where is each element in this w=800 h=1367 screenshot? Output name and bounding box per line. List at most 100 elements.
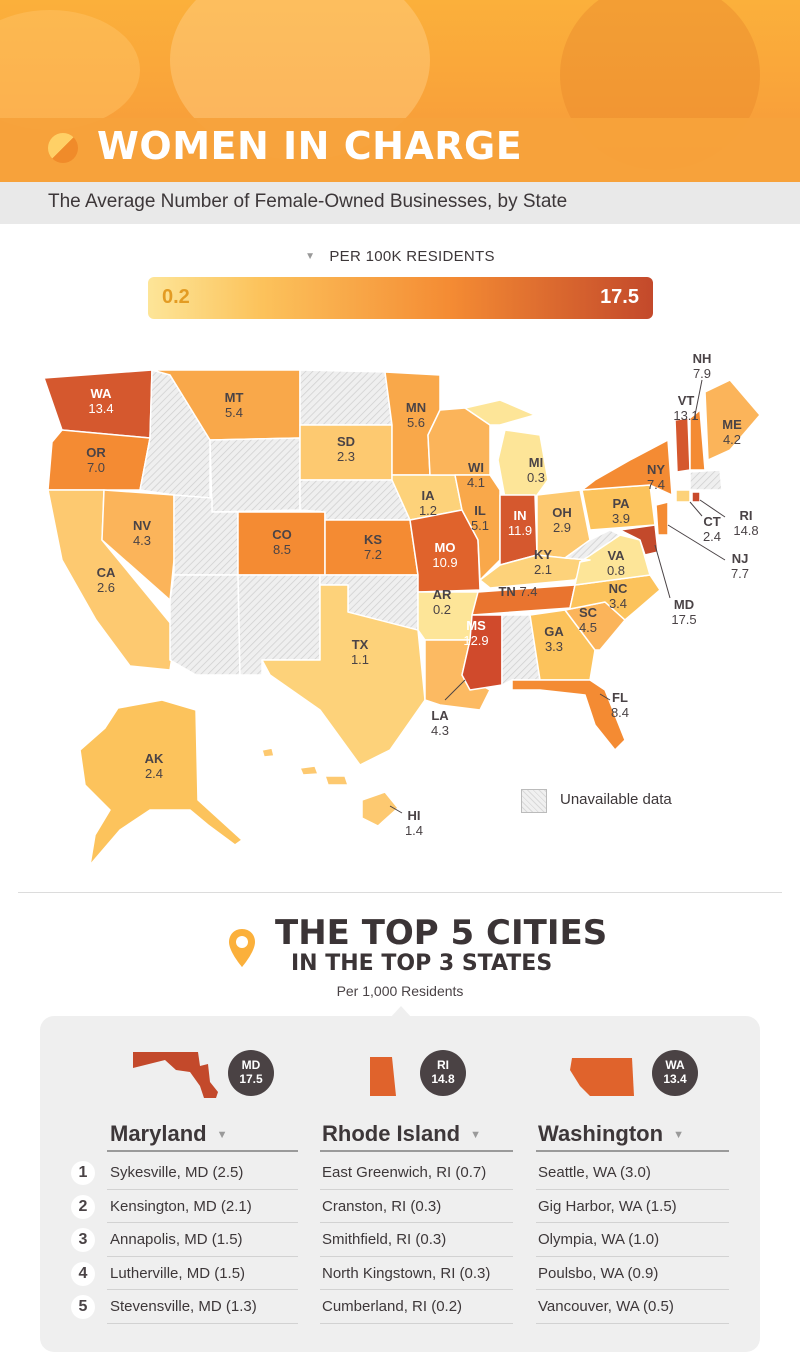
triangle-down-icon: ▼: [305, 251, 316, 262]
row-rule: [536, 1189, 729, 1190]
label-NJ: NJ 7.7: [730, 551, 750, 581]
row-rule: [107, 1256, 298, 1257]
state-FL: [511, 679, 626, 751]
maryland-shape: [133, 1052, 218, 1098]
scale-min: 0.2: [162, 286, 190, 308]
label-VA: VA 0.8: [606, 548, 626, 578]
state-IL: [454, 474, 501, 581]
label-RI: RI 14.8: [733, 508, 759, 538]
label-TX: TX 1.1: [350, 637, 370, 667]
color-scale: 0.2 17.5: [148, 277, 653, 319]
list-item: Kensington, MD (2.1): [110, 1198, 252, 1215]
state-HI: [361, 791, 399, 827]
row-rule: [320, 1189, 513, 1190]
label-SD: SD 2.3: [336, 434, 356, 464]
label-FL: FL 8.4: [610, 690, 630, 720]
row-rule: [320, 1323, 513, 1324]
row-rule: [107, 1323, 298, 1324]
scale-max: 17.5: [600, 286, 639, 308]
rank-badge: 1: [71, 1161, 95, 1185]
state-MI-up: [464, 399, 536, 426]
badge-wa: WA 13.4: [652, 1050, 698, 1096]
section-subtitle: IN THE TOP 3 STATES: [291, 951, 553, 976]
row-rule: [107, 1222, 298, 1223]
row-rule: [536, 1256, 729, 1257]
list-item: East Greenwich, RI (0.7): [322, 1164, 487, 1181]
state-ME: [704, 379, 761, 461]
list-item: Sykesville, MD (2.5): [110, 1164, 244, 1181]
label-CA: CA 2.6: [96, 565, 116, 595]
label-WI: WI 4.1: [466, 460, 486, 490]
list-item: Lutherville, MD (1.5): [110, 1265, 246, 1282]
row-rule: [320, 1222, 513, 1223]
label-MI: MI 0.3: [526, 455, 546, 485]
unavailable-label: Unavailable data: [560, 791, 672, 808]
label-NH: NH 7.9: [692, 351, 712, 381]
section-title: THE TOP 5 CITIES: [275, 913, 608, 953]
column-rule: [536, 1150, 729, 1152]
triangle-down-icon: ▼: [673, 1129, 684, 1141]
list-item: Poulsbo, WA (0.9): [538, 1265, 659, 1282]
list-item: Vancouver, WA (0.5): [538, 1298, 674, 1315]
label-MS: MS 12.9: [463, 618, 489, 648]
label-LA: LA 4.3: [430, 708, 450, 738]
rank-badge: 3: [71, 1228, 95, 1252]
title-band: [0, 118, 800, 182]
label-OR: OR 7.0: [86, 445, 106, 475]
state-NV: [101, 489, 175, 601]
label-CO: CO 8.5: [272, 527, 292, 557]
rank-badge: 5: [71, 1295, 95, 1319]
row-rule: [320, 1289, 513, 1290]
state-AK: [79, 699, 243, 866]
state-TX: [261, 584, 426, 766]
label-VT: VT 13.1: [673, 393, 699, 423]
rank-badge: 4: [71, 1262, 95, 1286]
state-GA: [529, 609, 596, 681]
label-NY: NY 7.4: [646, 462, 666, 492]
state-NC: [564, 574, 661, 621]
label-TN: TN 7.4: [498, 584, 538, 599]
label-KY: KY 2.1: [533, 547, 553, 577]
label-NC: NC 3.4: [608, 581, 628, 611]
label-HI: HI 1.4: [404, 808, 424, 838]
label-IA: IA 1.2: [418, 488, 438, 518]
label-MT: MT 5.4: [224, 390, 244, 420]
us-choropleth-map: [43, 369, 761, 866]
row-rule: [536, 1289, 729, 1290]
list-item: Annapolis, MD (1.5): [110, 1231, 243, 1248]
list-item: Stevensville, MD (1.3): [110, 1298, 257, 1315]
page-title: WOMEN IN CHARGE: [97, 124, 523, 168]
triangle-down-icon: ▼: [216, 1129, 228, 1141]
label-MO: MO 10.9: [432, 540, 458, 570]
list-item: Cumberland, RI (0.2): [322, 1298, 463, 1315]
column-head-rhode-island: Rhode Island ▼: [322, 1121, 482, 1146]
state-HI-islands: [261, 747, 349, 786]
label-AK: AK 2.4: [144, 751, 164, 781]
label-GA: GA 3.3: [544, 624, 564, 654]
state-MD: [619, 524, 659, 556]
label-SC: SC 4.5: [578, 605, 598, 635]
page-subtitle: The Average Number of Female-Owned Busin…: [48, 191, 568, 212]
row-rule: [107, 1189, 298, 1190]
label-NV: NV 4.3: [132, 518, 152, 548]
pie-icon: [48, 133, 78, 163]
label-WA: WA 13.4: [88, 386, 114, 416]
rank-badge: 2: [71, 1195, 95, 1219]
per-residents-label: Per 1,000 Residents: [336, 983, 464, 999]
legend-label-text: PER 100K RESIDENTS: [329, 248, 495, 265]
list-item: Gig Harbor, WA (1.5): [538, 1198, 677, 1215]
legend-label: ▼ PER 100K RESIDENTS: [0, 248, 800, 265]
list-item: Seattle, WA (3.0): [538, 1164, 651, 1181]
triangle-down-icon: ▼: [470, 1129, 482, 1141]
section-divider: [18, 892, 782, 893]
map-pin-icon: [229, 929, 255, 967]
row-rule: [320, 1256, 513, 1257]
label-MD: MD 17.5: [671, 597, 697, 627]
label-MN: MN 5.6: [405, 400, 427, 430]
column-head-maryland: Maryland ▼: [110, 1121, 228, 1146]
label-IN: IN 11.9: [507, 508, 533, 538]
photo-shape: [0, 10, 140, 130]
badge-ri: RI 14.8: [420, 1050, 466, 1096]
column-head-washington: Washington ▼: [538, 1121, 684, 1146]
label-OH: OH 2.9: [552, 505, 572, 535]
